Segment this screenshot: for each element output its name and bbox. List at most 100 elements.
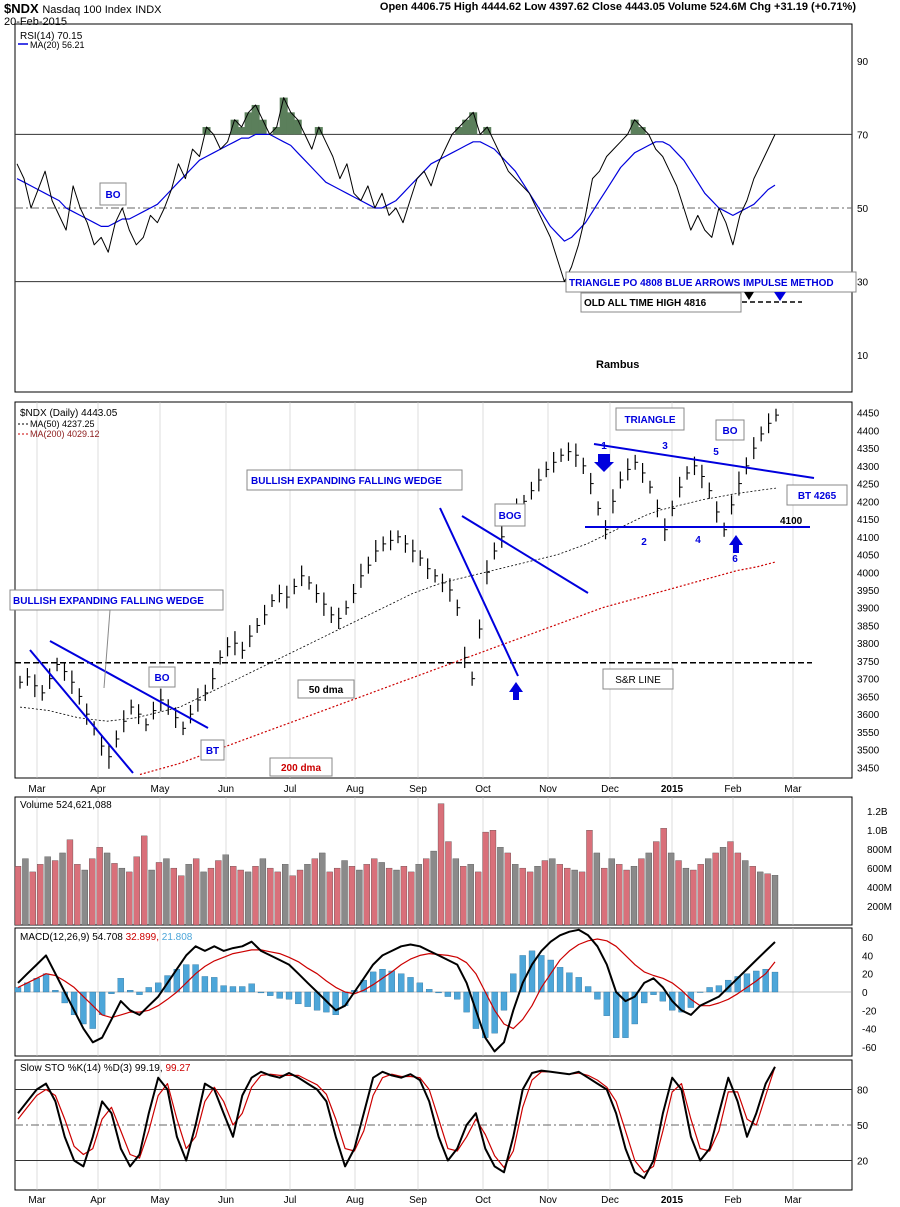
sr-label-box [602, 668, 674, 690]
rsi-ma-line [16, 133, 776, 242]
price-month-label: Dec [601, 784, 619, 795]
triangle-point-1: 1 [601, 441, 607, 452]
price-tick-label: 4450 [857, 409, 880, 420]
macd-histogram-bar [276, 991, 283, 999]
ma200-legend: MA(200) 4029.12 [30, 429, 100, 439]
macd-histogram-bar [416, 982, 424, 993]
volume-bar [178, 875, 185, 926]
volume-bar [282, 864, 289, 926]
volume-bar [705, 858, 712, 926]
triangle-point-6: 6 [732, 554, 738, 565]
volume-bar [437, 803, 445, 926]
rsi-legend: RSI(14) 70.15 [20, 31, 83, 42]
volume-bar [333, 867, 341, 926]
volume-bar [474, 871, 482, 926]
price-tick-label: 3950 [857, 586, 880, 597]
volume-bar [326, 871, 333, 926]
volume-bar [378, 862, 385, 926]
volume-bar [564, 867, 571, 926]
price-tick-label: 4050 [857, 551, 880, 562]
rsi-bo-label-box [99, 182, 127, 206]
bottom-month-label: Mar [28, 1195, 46, 1206]
volume-tick-label: 1.2B [867, 807, 888, 818]
price-month-label: Jul [284, 784, 297, 795]
macd-histogram-bar [211, 977, 218, 993]
rsi-overbought-fill [272, 127, 281, 135]
rsi-overbought-fill [230, 119, 239, 135]
rsi-overbought-fill [483, 127, 492, 135]
macd-histogram-bar [697, 991, 704, 993]
macd-histogram-bar [80, 991, 87, 1025]
macd-histogram-bar [379, 968, 386, 993]
macd-histogram-bar [89, 991, 96, 1029]
wedge2-label-box [246, 469, 463, 491]
volume-bar [319, 852, 326, 926]
price-month-label: Nov [539, 784, 557, 795]
macd-histogram-bar [201, 976, 209, 993]
rsi-overbought-fill [455, 127, 464, 135]
macd-histogram-bar [454, 991, 461, 1000]
macd-tick-label: -20 [862, 1006, 877, 1017]
macd-histogram-bar [631, 991, 638, 1025]
macd-histogram-bar [715, 985, 723, 993]
macd-histogram-bar [145, 987, 152, 993]
macd-histogram-bar [538, 955, 545, 993]
rsi-overbought-fill [279, 97, 288, 135]
volume-bar [423, 858, 430, 926]
price-month-label: Oct [475, 784, 491, 795]
bottom-month-label: Jul [284, 1195, 297, 1206]
volume-bar [749, 866, 756, 926]
price-tick-label: 4400 [857, 426, 880, 437]
rsi-ma-legend: MA(20) 56.21 [30, 40, 85, 50]
macd-histogram-bar [229, 986, 237, 993]
volume-bar [37, 864, 44, 926]
volume-bar [430, 850, 437, 926]
old-ath-arrow [744, 292, 754, 300]
volume-bar [192, 858, 200, 926]
volume-bar [59, 852, 66, 926]
up-arrow-6 [729, 535, 743, 553]
volume-bar [757, 871, 764, 926]
macd-tick-label: -40 [862, 1025, 877, 1036]
volume-bar [771, 875, 779, 926]
volume-bar [415, 864, 422, 926]
rsi-line [16, 97, 776, 283]
old-ath-box [580, 292, 742, 313]
volume-bar [29, 871, 36, 926]
macd-tick-label: -60 [862, 1043, 877, 1054]
macd-histogram-bar [435, 991, 442, 994]
volume-bar [667, 852, 675, 926]
rsi-overbought-fill [286, 112, 295, 135]
volume-bar [586, 830, 593, 926]
volume-bar [311, 858, 319, 926]
macd-histogram-bar [519, 955, 526, 993]
macd-histogram-bar [42, 973, 50, 993]
index-name: Nasdaq 100 Index [42, 4, 132, 16]
macd-histogram-bar [285, 991, 293, 1000]
triangle-point-4: 4 [695, 535, 701, 546]
triangle-point-3: 3 [662, 441, 668, 452]
volume-bar [267, 867, 274, 926]
macd-histogram-bar [444, 991, 452, 997]
up-arrow-oct [509, 682, 523, 700]
volume-bar [445, 841, 452, 926]
macd-histogram-bar [528, 950, 536, 993]
volume-bar [207, 867, 215, 926]
stoch-k-line [17, 1066, 776, 1180]
macd-tick-label: 60 [862, 933, 874, 944]
volume-bar [578, 871, 586, 926]
price-tick-label: 3550 [857, 728, 880, 739]
triangle-po-box [565, 271, 857, 293]
rsi-overbought-fill [237, 127, 246, 135]
macd-tick-label: 0 [862, 988, 868, 999]
macd-histogram-bar [220, 985, 227, 993]
volume-bar [615, 864, 623, 926]
po-blue-arrow [774, 292, 786, 301]
price-tick-label: 3900 [857, 604, 880, 615]
price-tick-label: 3850 [857, 621, 880, 632]
volume-bar [133, 856, 140, 926]
volume-tick-label: 800M [867, 845, 892, 856]
volume-bar [593, 852, 601, 926]
sr-label: S&R LINE [615, 675, 661, 686]
bottom-month-label: Feb [724, 1195, 742, 1206]
